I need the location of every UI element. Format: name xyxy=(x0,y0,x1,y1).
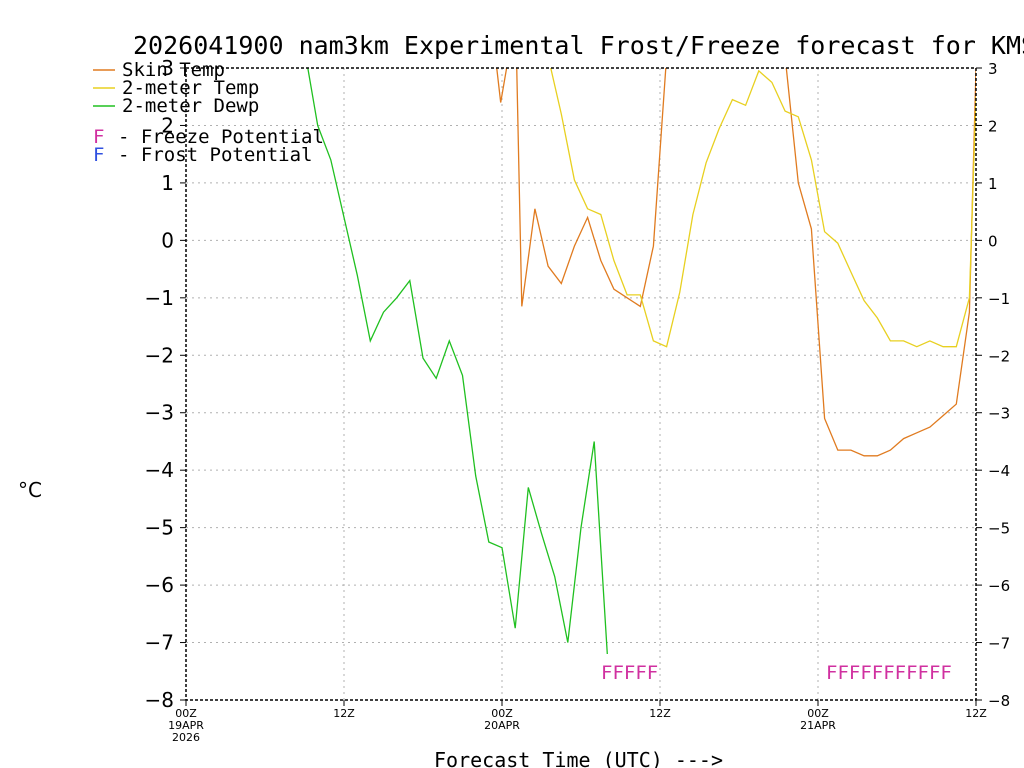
y-tick-label-right: −6 xyxy=(988,577,1010,595)
y-tick-label-left: −6 xyxy=(145,573,174,597)
y-axis-label: °C xyxy=(18,478,42,502)
series-line-2-meter-dewp xyxy=(307,68,608,655)
x-tick-label: 20APR xyxy=(484,719,520,732)
potential-legend-glyph: F xyxy=(93,144,104,166)
y-tick-label-right: −1 xyxy=(988,290,1010,308)
y-tick-label-left: 1 xyxy=(161,171,174,195)
y-tick-label-right: −4 xyxy=(988,462,1010,480)
y-tick-label-right: 1 xyxy=(988,175,998,193)
y-tick-label-left: −4 xyxy=(145,458,174,482)
y-tick-label-left: −3 xyxy=(145,401,174,425)
x-tick-label: 00Z xyxy=(175,707,197,720)
y-tick-label-right: 2 xyxy=(988,117,998,135)
y-tick-label-left: 0 xyxy=(161,228,174,252)
plot-frame xyxy=(185,67,977,701)
legend-label: 2-meter Dewp xyxy=(122,95,259,117)
y-tick-label-right: 0 xyxy=(988,232,998,250)
axes: −8 −8 −7 −7 −6 −6 −5 −5 −4 −4 −3 −3 −2 −2 −1 −1 0 0 1 1 2 2 3 3… xyxy=(145,56,1011,744)
y-tick-label-right: −3 xyxy=(988,405,1010,423)
x-tick-label: 2026 xyxy=(172,731,200,744)
y-tick-label-right: −2 xyxy=(988,347,1010,365)
y-tick-label-left: 2 xyxy=(161,113,174,137)
y-tick-label-right: −7 xyxy=(988,635,1010,653)
freeze-markers-21apr: FFFFFFFFFFF xyxy=(826,662,952,684)
x-tick-label: 12Z xyxy=(965,707,987,720)
x-tick-label: 19APR xyxy=(168,719,204,732)
potential-markers: FFFFF FFFFFFFFFFF xyxy=(601,662,952,684)
x-axis-label: Forecast Time (UTC) ---> xyxy=(434,748,723,768)
y-tick-label-left: −8 xyxy=(145,688,174,712)
y-tick-label-right: −5 xyxy=(988,520,1010,538)
series-line-2-meter-temp xyxy=(550,68,976,348)
legend-label: Skin Temp xyxy=(122,59,225,81)
x-tick-label: 00Z xyxy=(491,707,513,720)
y-tick-label-right: −8 xyxy=(988,692,1010,710)
y-tick-label-left: 3 xyxy=(161,56,174,80)
y-tick-label-right: 3 xyxy=(988,60,998,78)
y-tick-label-left: −2 xyxy=(145,343,174,367)
chart-title: 2026041900 nam3km Experimental Frost/Fre… xyxy=(133,31,1024,60)
potential-legend-label: - Freeze Potential xyxy=(118,126,324,148)
potential-legend-glyph: F xyxy=(93,126,104,148)
freeze-markers-20apr: FFFFF xyxy=(601,662,658,684)
x-tick-label: 21APR xyxy=(800,719,836,732)
y-tick-label-left: −5 xyxy=(145,516,174,540)
series-layer xyxy=(307,68,976,655)
legend-label: 2-meter Temp xyxy=(122,77,259,99)
y-tick-label-left: −1 xyxy=(145,286,174,310)
y-tick-label-left: −7 xyxy=(145,631,174,655)
x-tick-label: 00Z xyxy=(807,707,829,720)
potential-legend-label: - Frost Potential xyxy=(118,144,312,166)
x-tick-label: 12Z xyxy=(333,707,355,720)
x-tick-label: 12Z xyxy=(649,707,671,720)
series-line-skin-temp xyxy=(496,68,976,457)
